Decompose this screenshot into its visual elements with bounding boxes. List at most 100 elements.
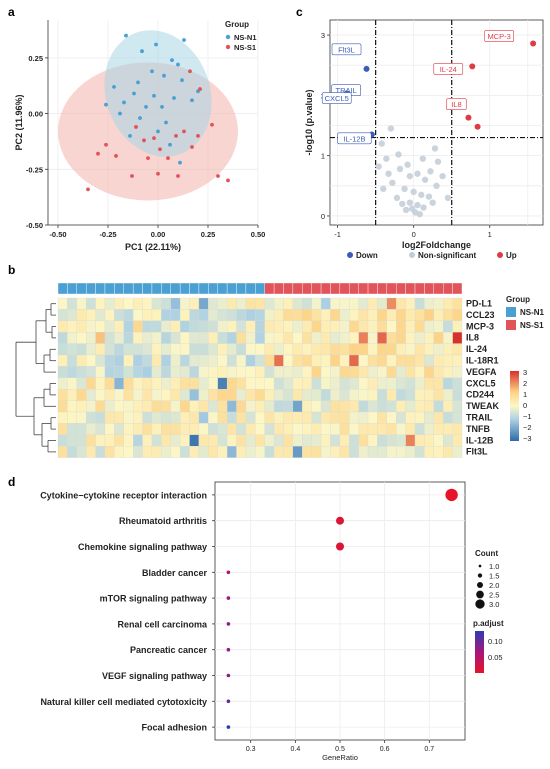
heatmap-cell	[245, 423, 256, 435]
group-annotation-cell	[405, 282, 416, 295]
group-annotation-cell	[311, 282, 322, 295]
pca-point-ns-n1	[132, 91, 136, 96]
volcano-point-nonsig	[383, 155, 390, 162]
heatmap-cell	[424, 343, 434, 356]
heatmap-cell	[208, 389, 218, 401]
heatmap-cell	[236, 400, 247, 413]
heatmap-cell	[245, 389, 256, 401]
group-annotation-cell	[320, 282, 331, 295]
gene-label: Flt3L	[338, 45, 355, 54]
gene-label-box	[321, 92, 352, 104]
heatmap-cell	[358, 366, 369, 378]
heatmap-cell	[349, 389, 359, 401]
size-legend-label: 1.5	[489, 572, 499, 581]
color-scale-label: −2	[523, 423, 532, 432]
group-annotation-cell	[95, 282, 106, 295]
heatmap-cell	[104, 377, 115, 390]
volcano-plot: -1010123log2Foldchange-log10 (p.value)MC…	[304, 19, 544, 260]
gene-label: CXCL5	[325, 94, 349, 103]
pca-point-ns-s1	[114, 154, 118, 158]
heatmap-cell	[86, 309, 96, 321]
heatmap-cell	[302, 377, 312, 390]
heatmap-cell	[255, 377, 265, 390]
volcano-point-nonsig	[385, 170, 392, 177]
heatmap-row-label: TNFB	[466, 424, 490, 434]
volcano-point-nonsig	[433, 182, 440, 190]
heatmap-cell	[161, 354, 171, 367]
pathway-dot	[226, 673, 231, 678]
heatmap-cell	[67, 377, 77, 390]
heatmap-cell	[208, 377, 218, 390]
group-annotation-cell	[264, 282, 275, 295]
heatmap-cell	[255, 411, 265, 424]
heatmap-cell	[367, 400, 378, 413]
heatmap-cell	[123, 332, 134, 344]
heatmap-cell	[320, 320, 331, 333]
volcano-point-nonsig	[387, 125, 395, 132]
heatmap-cell	[302, 343, 312, 356]
x-tick-label: 0.5	[335, 746, 345, 753]
heatmap-cell	[283, 354, 294, 367]
heatmap-cell	[133, 320, 143, 333]
heatmap-cell	[405, 434, 416, 447]
heatmap-cell	[367, 343, 378, 356]
heatmap-cell	[302, 389, 312, 401]
heatmap-cell	[151, 411, 162, 424]
group-annotation-cell	[255, 282, 265, 295]
heatmap-cell	[255, 332, 265, 344]
heatmap-cell	[104, 389, 115, 401]
heatmap-cell	[292, 434, 303, 447]
heatmap-cell	[433, 309, 444, 321]
heatmap-cell	[67, 434, 77, 447]
heatmap-cell	[405, 423, 416, 435]
heatmap-cell	[76, 354, 87, 367]
heatmap-cell	[217, 309, 228, 321]
heatmap-cell	[151, 297, 162, 310]
gene-label-box	[484, 30, 514, 42]
heatmap-cell	[367, 446, 378, 458]
pathway-label: Bladder cancer	[142, 568, 208, 578]
group-annotation-cell	[217, 282, 228, 295]
heatmap-cell	[170, 434, 181, 447]
pca-point-ns-s1	[134, 125, 138, 129]
heatmap-cell	[339, 434, 350, 447]
heatmap-cell	[179, 320, 190, 333]
heatmap-cell	[217, 434, 228, 447]
pca-point-ns-n1	[128, 133, 132, 138]
heatmap-cell	[273, 446, 284, 458]
heatmap-cell	[189, 377, 200, 390]
heatmap-cell	[179, 411, 190, 424]
heatmap-cell	[161, 423, 171, 435]
heatmap-cell	[170, 320, 181, 333]
pca-point-ns-n1	[118, 111, 122, 116]
heatmap-cell	[264, 411, 275, 424]
heatmap-cell	[386, 354, 397, 367]
heatmap-cell	[283, 332, 294, 344]
heatmap-cell	[377, 377, 387, 390]
y-tick-label: 0.00	[28, 110, 43, 119]
heatmap-cell	[311, 354, 322, 367]
heatmap-cell	[330, 411, 341, 424]
legend-marker-up	[497, 252, 503, 258]
heatmap-cell	[76, 400, 87, 413]
heatmap-cell	[367, 297, 378, 310]
pathway-dot	[445, 488, 458, 502]
heatmap-cell	[217, 332, 228, 344]
heatmap-cell	[198, 366, 209, 378]
heatmap-cell	[433, 297, 444, 310]
heatmap-cell	[358, 423, 369, 435]
heatmap-cell	[311, 377, 322, 390]
heatmap-cell	[264, 297, 275, 310]
heatmap-cell	[95, 332, 106, 344]
pathway-label: VEGF signaling pathway	[102, 671, 207, 681]
heatmap-cell	[414, 434, 425, 447]
heatmap-cell	[151, 400, 162, 413]
heatmap-cell	[142, 446, 153, 458]
size-legend-label: 2.0	[489, 581, 499, 590]
heatmap-cell	[386, 446, 397, 458]
heatmap-cell	[189, 343, 200, 356]
pca-point-ns-s1	[156, 171, 160, 176]
heatmap-cell	[358, 411, 369, 424]
heatmap-cell	[292, 400, 303, 413]
